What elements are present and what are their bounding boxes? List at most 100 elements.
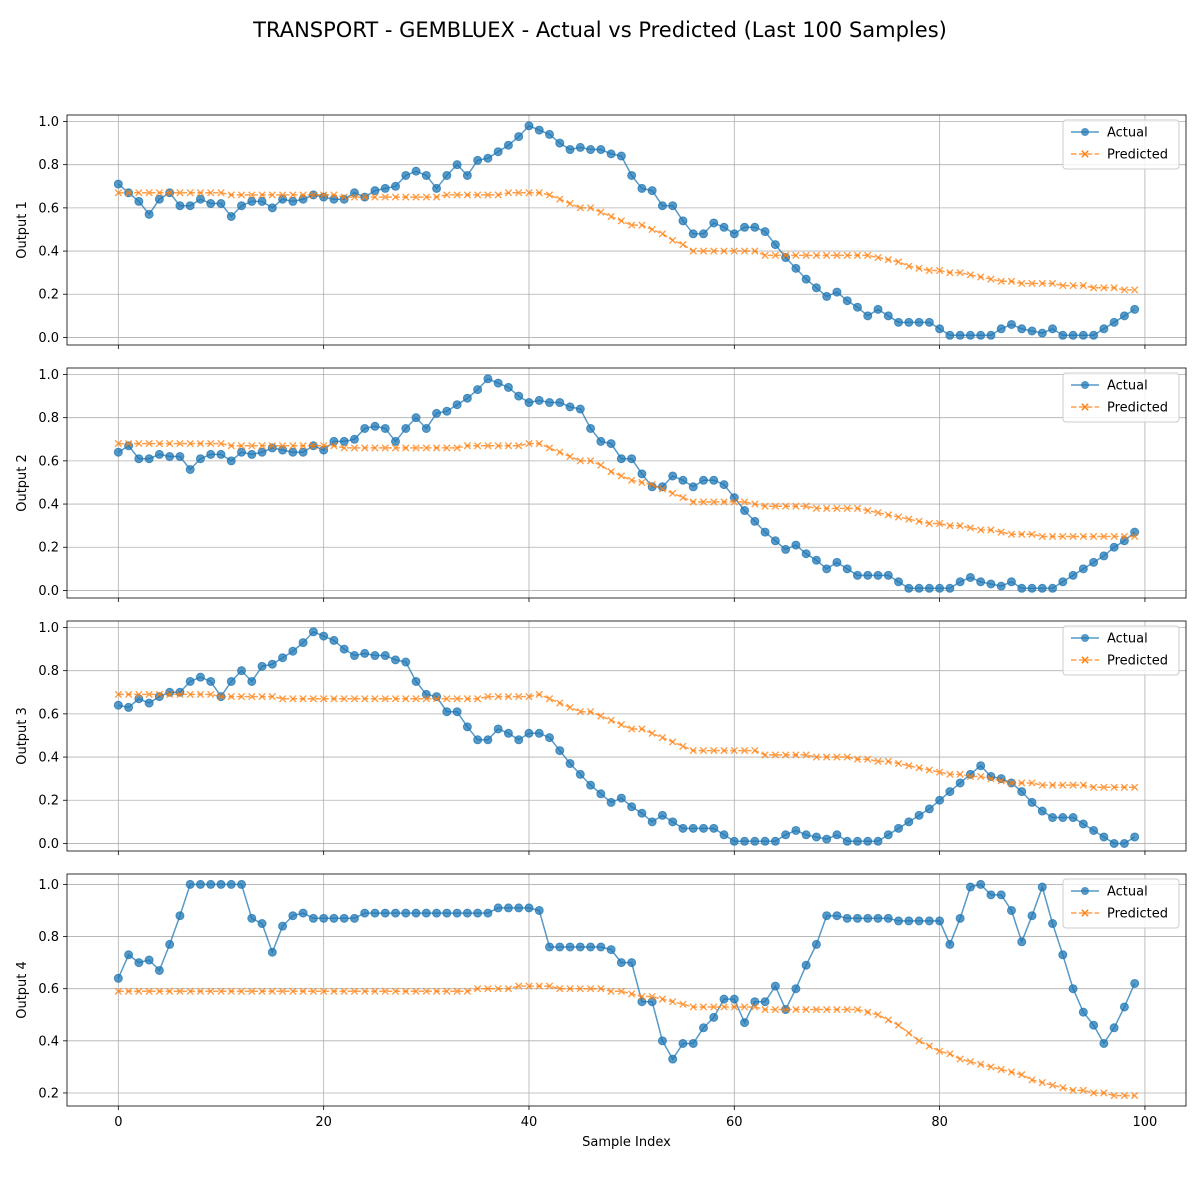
data-point-predicted: [1028, 530, 1036, 538]
legend-marker-predicted: [1081, 909, 1089, 917]
data-point-actual: [842, 913, 852, 923]
data-point-predicted: [473, 442, 482, 450]
data-point-actual: [329, 436, 339, 446]
data-point-actual: [657, 810, 667, 820]
data-point-actual: [206, 879, 216, 889]
data-point-actual: [462, 722, 472, 732]
data-point-predicted: [1018, 279, 1026, 288]
data-point-predicted: [720, 247, 728, 255]
data-point-actual: [668, 471, 678, 481]
data-point-predicted: [207, 690, 215, 699]
data-point-predicted: [1018, 779, 1026, 787]
data-point-actual: [575, 769, 585, 779]
data-point-actual: [986, 890, 996, 900]
data-point-predicted: [1130, 286, 1139, 294]
data-point-actual: [1027, 583, 1037, 593]
series-line-actual: [117, 883, 1136, 1061]
data-point-actual: [165, 452, 175, 462]
data-point-actual: [1099, 832, 1109, 842]
y-tick-label: 0.6: [38, 454, 59, 469]
data-point-predicted: [422, 193, 431, 201]
series-line-predicted: [118, 985, 1135, 1097]
data-point-actual: [319, 913, 329, 923]
data-point-predicted: [535, 982, 543, 990]
data-point-actual: [514, 132, 524, 142]
data-point-predicted: [586, 708, 595, 716]
data-point-predicted: [484, 191, 492, 199]
data-point-actual: [432, 908, 442, 918]
data-point-actual: [278, 445, 288, 455]
data-point-predicted: [268, 442, 277, 450]
data-point-predicted: [648, 729, 656, 737]
data-point-actual: [493, 378, 503, 388]
subplot-1: 0.0 0.2 0.4 0.6 0.8 1.0 Output 1 Actual Predicte…: [15, 114, 1187, 349]
data-point-actual: [1078, 1007, 1088, 1017]
data-point-predicted: [607, 467, 615, 476]
data-point-predicted: [1110, 532, 1118, 541]
data-point-actual: [698, 1023, 708, 1033]
data-point-predicted: [155, 690, 164, 699]
data-point-predicted: [607, 987, 615, 995]
data-point-predicted: [1079, 1086, 1088, 1095]
data-point-actual: [452, 707, 462, 717]
data-point-actual: [760, 227, 770, 237]
data-point-predicted: [1007, 1068, 1016, 1076]
data-point-predicted: [751, 746, 759, 755]
data-point-actual: [421, 170, 431, 180]
data-point-actual: [237, 201, 247, 211]
data-point-predicted: [1048, 279, 1057, 288]
data-point-predicted: [853, 504, 862, 513]
data-point-predicted: [935, 1047, 944, 1055]
data-point-predicted: [432, 193, 441, 201]
data-point-predicted: [371, 695, 379, 703]
data-point-actual: [442, 170, 452, 180]
data-point-predicted: [412, 695, 420, 703]
data-point-actual: [760, 836, 770, 846]
data-point-predicted: [1007, 779, 1016, 787]
legend-label-actual: Actual: [1107, 379, 1148, 394]
data-point-actual: [1089, 330, 1099, 340]
data-point-predicted: [781, 751, 790, 759]
data-point-predicted: [1007, 530, 1016, 538]
data-point-actual: [349, 434, 359, 444]
data-point-predicted: [699, 1003, 708, 1011]
data-point-actual: [483, 735, 493, 745]
y-tick-label: 0.2: [38, 288, 59, 303]
data-point-predicted: [915, 264, 923, 273]
data-point-predicted: [196, 189, 205, 197]
data-point-actual: [698, 229, 708, 239]
data-point-predicted: [874, 509, 882, 517]
data-point-predicted: [833, 1005, 841, 1014]
data-point-actual: [483, 153, 493, 163]
data-point-actual: [462, 170, 472, 180]
data-point-actual: [1017, 583, 1027, 593]
data-point-actual: [257, 661, 267, 671]
subplot-2: 0.0 0.2 0.4 0.6 0.8 1.0 Output 2 Actual Predicte…: [15, 367, 1187, 602]
data-point-predicted: [710, 247, 718, 255]
data-point-actual: [914, 810, 924, 820]
data-point-predicted: [217, 439, 225, 448]
data-point-predicted: [1120, 1091, 1129, 1100]
data-point-actual: [226, 879, 236, 889]
data-point-actual: [503, 728, 513, 738]
data-point-predicted: [135, 439, 143, 448]
data-point-predicted: [843, 504, 851, 513]
data-point-actual: [339, 436, 349, 446]
data-point-predicted: [802, 1005, 810, 1014]
data-point-predicted: [299, 695, 307, 703]
data-point-actual: [401, 170, 411, 180]
data-point-actual: [514, 391, 524, 401]
data-point-predicted: [124, 987, 133, 995]
y-axis-label: Output 1: [15, 201, 30, 259]
data-point-predicted: [504, 985, 513, 993]
data-point-predicted: [165, 439, 174, 448]
data-point-actual: [339, 913, 349, 923]
data-point-predicted: [330, 442, 338, 450]
legend: Actual Predicted: [1062, 372, 1180, 423]
data-point-actual: [134, 196, 144, 206]
data-point-actual: [195, 672, 205, 682]
data-point-predicted: [658, 485, 667, 493]
data-point-actual: [935, 795, 945, 805]
data-point-actual: [308, 913, 318, 923]
